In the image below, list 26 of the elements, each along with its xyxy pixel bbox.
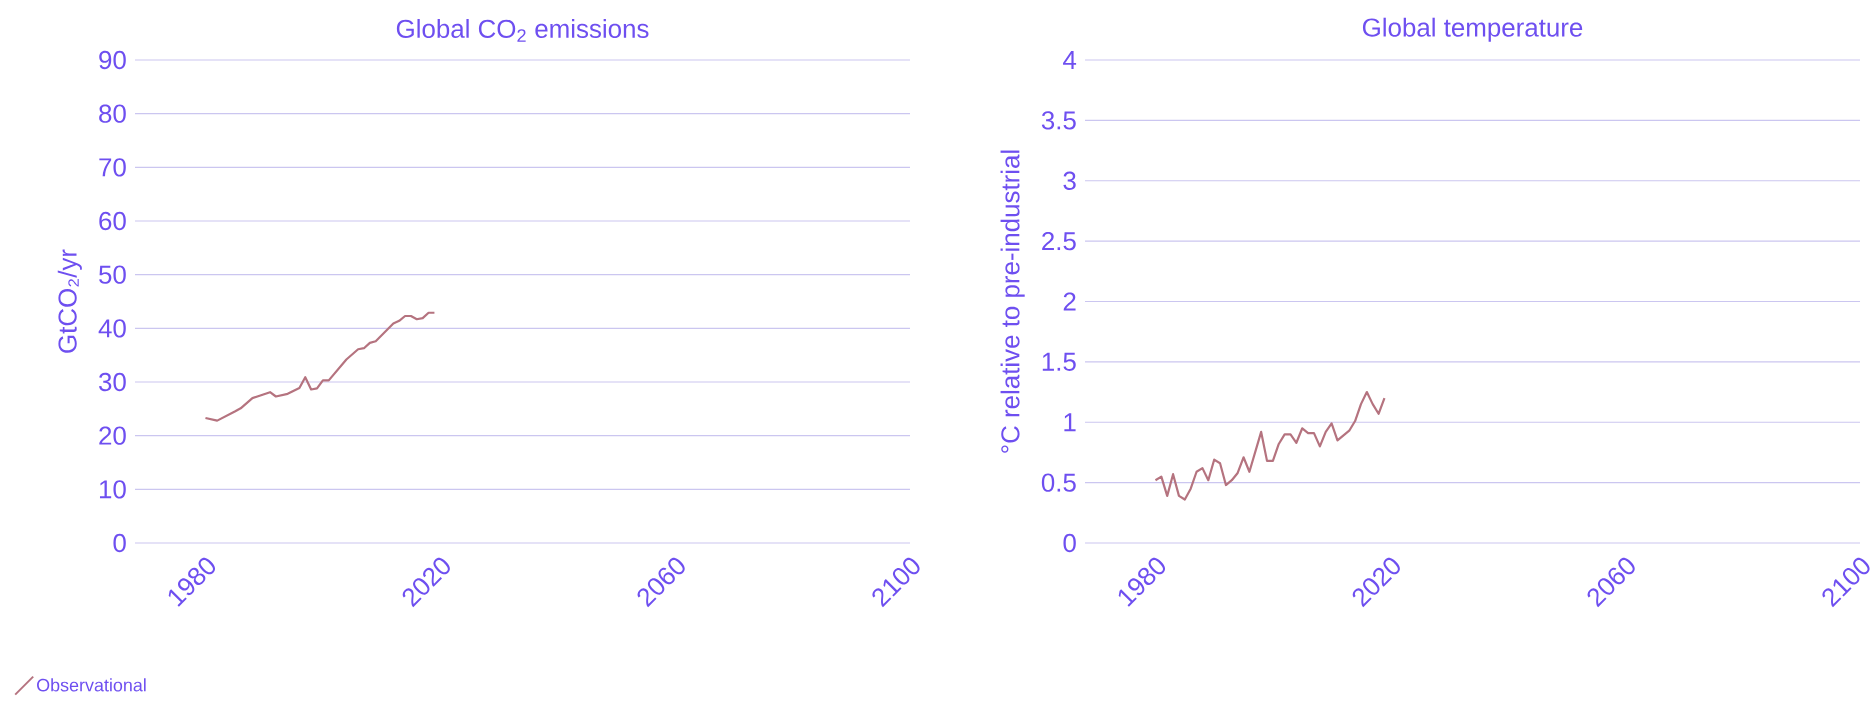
chart-title: Global CO$_{2}$ emissions	[396, 18, 649, 42]
y-axis-title: °C relative to pre-industrial	[1000, 150, 1025, 453]
y-tick-label: 1.5	[1042, 352, 1076, 371]
y-tick-label: 50	[99, 265, 126, 284]
y-tick-label: 0	[113, 533, 126, 553]
y-axis-title: GtCO₂/yr	[57, 249, 82, 353]
y-tick-label: 0.5	[1041, 473, 1076, 492]
y-tick-label: 3	[1063, 171, 1076, 190]
y-tick-label: 1	[1064, 413, 1076, 432]
y-tick-label: 0	[1063, 533, 1076, 553]
line-series	[204, 311, 436, 422]
chart-title: Global temperature	[1362, 17, 1583, 42]
y-tick-label: 10	[99, 480, 126, 499]
y-tick-label: 4	[1063, 51, 1077, 69]
y-tick-label: 2.5	[1042, 231, 1076, 251]
y-tick-label: 60	[99, 211, 126, 231]
y-tick-label: 20	[99, 426, 126, 445]
y-tick-label: 30	[99, 372, 126, 392]
y-tick-label: 40	[98, 319, 126, 338]
legend-label: Observational	[37, 678, 146, 692]
y-tick-label: 80	[99, 104, 126, 123]
y-tick-label: 90	[99, 50, 126, 70]
y-tick-label: 2	[1063, 292, 1076, 311]
line-series	[1154, 390, 1386, 501]
y-tick-label: 3.5	[1041, 111, 1076, 130]
y-tick-label: 70	[99, 158, 126, 177]
